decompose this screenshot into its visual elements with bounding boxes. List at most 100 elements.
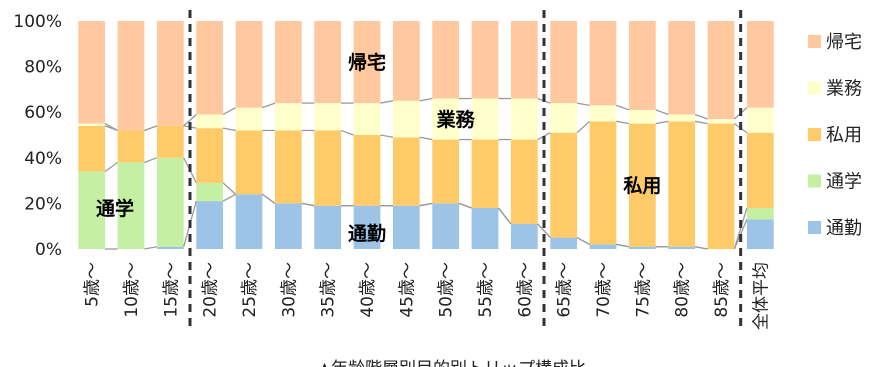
connector-line bbox=[616, 120, 630, 125]
connector-line bbox=[222, 127, 236, 132]
series-annotation: 通学 bbox=[96, 197, 134, 220]
bar-segment-return-home bbox=[471, 21, 499, 99]
bar-segment-private bbox=[314, 130, 342, 206]
connector-line bbox=[694, 120, 708, 125]
bar-segment-private bbox=[78, 125, 106, 172]
bar-segment-business bbox=[746, 107, 774, 133]
bar-segment-private bbox=[471, 139, 499, 208]
bar-segment-return-home bbox=[392, 21, 420, 101]
x-category-label: 70歳～ bbox=[594, 262, 614, 318]
x-category-label: 45歳～ bbox=[397, 262, 417, 318]
bar-segment-business bbox=[707, 119, 735, 124]
bar-segment-business bbox=[471, 98, 499, 140]
bar-segment-private bbox=[117, 130, 145, 163]
bar-segment-commute bbox=[550, 237, 578, 249]
bar-segment-private bbox=[432, 139, 460, 204]
connector-line bbox=[261, 193, 276, 204]
bar-segment-return-home bbox=[432, 21, 460, 99]
bar-segment-business bbox=[274, 103, 302, 131]
legend-label: 業務 bbox=[826, 79, 862, 100]
y-tick-label: 20% bbox=[24, 194, 62, 214]
x-category-label: 35歳～ bbox=[319, 262, 339, 318]
connector-line bbox=[419, 202, 433, 207]
connector-line bbox=[222, 182, 237, 195]
bar-segment-business bbox=[628, 109, 656, 124]
x-category-label: 15歳～ bbox=[161, 262, 181, 318]
bar-segment-return-home bbox=[78, 21, 106, 124]
connector-line bbox=[655, 120, 669, 125]
bar-segment-commute bbox=[156, 246, 184, 249]
bar-segment-commute bbox=[628, 246, 656, 249]
bar-segment-school bbox=[78, 171, 106, 249]
bar-segment-return-home bbox=[746, 21, 774, 108]
bar-segment-commute bbox=[392, 205, 420, 249]
bar-segment-return-home bbox=[235, 21, 263, 108]
bar-segment-return-home bbox=[707, 21, 735, 120]
age-group-dividers bbox=[188, 10, 743, 330]
bar-segment-private bbox=[156, 125, 184, 158]
x-category-label: 50歳～ bbox=[437, 262, 457, 318]
bar-segment-return-home bbox=[550, 21, 578, 104]
bar-segment-business bbox=[235, 107, 263, 131]
y-tick-label: 40% bbox=[24, 149, 62, 169]
connector-line bbox=[458, 202, 472, 209]
x-category-label: 55歳～ bbox=[476, 262, 496, 318]
bar-segment-school bbox=[156, 157, 184, 247]
connector-line bbox=[733, 207, 748, 250]
y-tick-label: 80% bbox=[24, 58, 62, 78]
connector-line bbox=[576, 120, 591, 134]
series-annotation: 私用 bbox=[623, 175, 661, 197]
connector-line bbox=[655, 109, 669, 116]
bar-segment-commute bbox=[353, 205, 381, 249]
bar-segment-private bbox=[235, 130, 263, 195]
x-category-label: 20歳～ bbox=[201, 262, 221, 318]
bar-segment-commute bbox=[510, 223, 538, 249]
bar-segment-commute bbox=[668, 246, 696, 249]
bar-segment-private bbox=[196, 128, 224, 183]
connector-line bbox=[694, 246, 708, 250]
connector-line bbox=[616, 104, 630, 111]
bar-segment-return-home bbox=[353, 21, 381, 104]
connector-line bbox=[380, 134, 394, 138]
x-category-label: 80歳～ bbox=[673, 262, 693, 318]
y-tick-label: 100% bbox=[13, 12, 62, 32]
bar-segment-return-home bbox=[274, 21, 302, 104]
bar-segment-private bbox=[353, 135, 381, 206]
x-category-label: 10歳～ bbox=[122, 262, 142, 318]
bar-segment-private bbox=[589, 121, 617, 245]
legend-label: 帰宅 bbox=[826, 32, 862, 53]
bar-segment-business bbox=[196, 114, 224, 129]
connector-line bbox=[104, 161, 119, 173]
connector-line bbox=[104, 123, 118, 132]
bar-segment-commute bbox=[274, 203, 302, 249]
legend-swatch bbox=[808, 35, 821, 48]
bar-segment-business bbox=[510, 98, 538, 140]
x-category-label: 25歳～ bbox=[240, 262, 260, 318]
bar-segment-commute bbox=[235, 194, 263, 249]
x-category-label: 75歳～ bbox=[633, 262, 653, 318]
y-tick-label: 0% bbox=[35, 240, 62, 260]
bar-segment-commute bbox=[314, 205, 342, 249]
bar-segment-business bbox=[78, 123, 106, 126]
connector-line bbox=[222, 193, 236, 202]
bar-segment-return-home bbox=[314, 21, 342, 104]
connector-line bbox=[497, 207, 512, 225]
connector-line bbox=[340, 129, 354, 136]
connector-line bbox=[419, 136, 433, 141]
x-category-label: 65歳～ bbox=[555, 262, 575, 318]
x-category-label: 60歳～ bbox=[515, 262, 535, 318]
bar-segment-business bbox=[432, 98, 460, 140]
x-axis-category-labels: 5歳～ 10歳～ 15歳～ 20歳～ 25歳～ 30歳～ 35歳～ 40歳～ 45歳～ 50歳～ 5… bbox=[83, 262, 772, 330]
series-annotation: 業務 bbox=[436, 108, 476, 131]
bar-segment-return-home bbox=[628, 21, 656, 110]
x-category-label: 85歳～ bbox=[712, 262, 732, 318]
bar-segment-commute bbox=[746, 219, 774, 249]
series-annotation: 帰宅 bbox=[348, 51, 386, 74]
y-axis: 0% 20% 40% 60% 80% 100% bbox=[13, 12, 62, 260]
legend-swatch bbox=[808, 81, 821, 95]
connector-line bbox=[419, 97, 433, 102]
bar-segment-private bbox=[392, 137, 420, 206]
